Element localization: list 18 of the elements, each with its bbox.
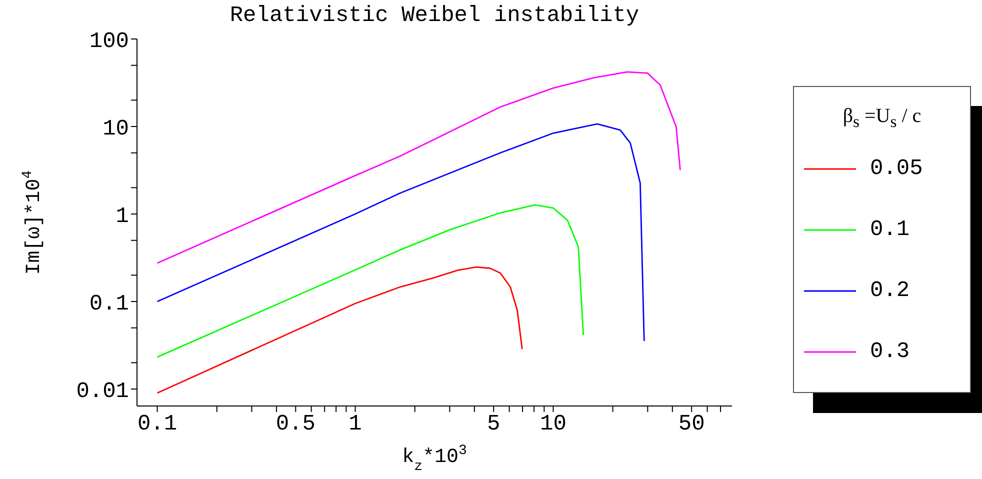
x-tick-label: 5 (487, 412, 500, 437)
x-tick-label: 10 (540, 412, 566, 437)
legend-label: 0.1 (870, 217, 910, 242)
legend-label: 0.05 (870, 156, 923, 181)
chart-title: Relativistic Weibel instability (230, 3, 640, 28)
y-tick-label: 100 (89, 28, 129, 54)
x-tick-label: 1 (348, 412, 362, 437)
x-tick-label: 0.5 (276, 412, 316, 437)
x-tick-label: 0.1 (137, 412, 178, 437)
legend-label: 0.2 (870, 278, 910, 303)
legend-title: β$_{s}$ =U$_{s}$ / c (842, 105, 922, 131)
y-tick-label: 10 (102, 116, 129, 142)
x-axis-title: k$_{z}$*10$^{3}$ (402, 443, 467, 475)
y-tick-label: 0.1 (89, 291, 129, 316)
y-tick-label: 1 (116, 204, 129, 229)
y-tick-label: 0.01 (76, 378, 129, 404)
legend-label: 0.3 (870, 339, 910, 364)
x-tick-label: 50 (678, 412, 705, 437)
